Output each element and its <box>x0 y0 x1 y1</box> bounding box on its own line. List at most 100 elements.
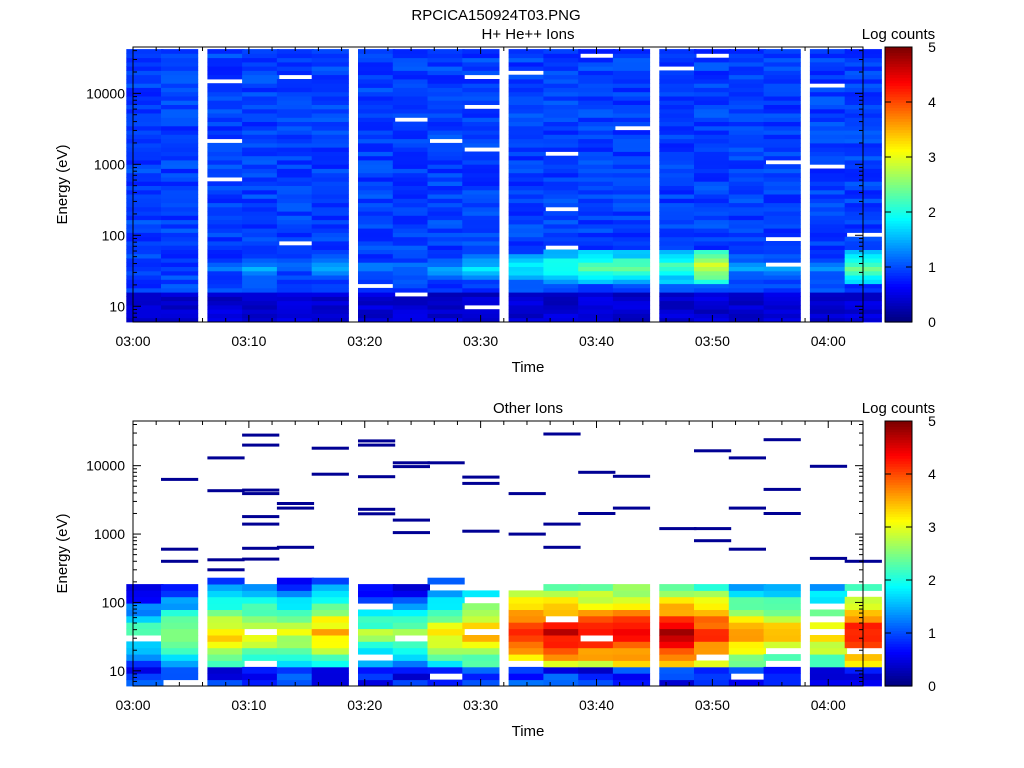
heatmap-cell <box>126 83 164 88</box>
heatmap-cell <box>809 596 848 604</box>
colorbar-frame <box>884 420 913 687</box>
heatmap-cell <box>392 236 430 242</box>
heatmap-cell <box>578 74 616 80</box>
chart-title: Other Ions <box>493 400 563 417</box>
heatmap-cell <box>392 313 430 319</box>
heatmap-cell <box>276 121 315 127</box>
heatmap-cell <box>508 673 546 681</box>
colorbar-segment <box>885 66 912 70</box>
heatmap-cell <box>508 590 546 598</box>
heatmap-cell <box>508 142 546 148</box>
heatmap-cell <box>161 108 199 114</box>
heatmap-cell <box>728 147 766 152</box>
hit-mark <box>659 527 697 531</box>
heatmap-cell <box>207 245 245 250</box>
heatmap-cell <box>427 679 465 687</box>
heatmap-cell <box>462 164 500 169</box>
heatmap-cell <box>207 181 245 186</box>
heatmap-cell <box>242 266 280 272</box>
heatmap-cell <box>659 236 697 242</box>
heatmap-cell <box>126 155 164 161</box>
heatmap-cell <box>161 160 199 165</box>
heatmap-cell <box>543 283 581 289</box>
heatmap-cell <box>543 61 581 67</box>
heatmap-cell <box>392 615 430 623</box>
colorbar-segment <box>885 256 912 260</box>
heatmap-cell <box>728 113 766 118</box>
heatmap-cell <box>659 57 697 63</box>
heatmap-cell <box>311 309 349 314</box>
heatmap-cell <box>659 313 697 319</box>
heatmap-cell <box>242 74 280 80</box>
heatmap-cell <box>311 283 349 289</box>
heatmap-cell <box>427 194 465 199</box>
heatmap-cell <box>358 236 396 242</box>
heatmap-cell <box>392 300 430 306</box>
heatmap-cell <box>161 91 199 97</box>
heatmap-cell <box>612 185 651 191</box>
heatmap-cell <box>126 679 164 687</box>
x-tick-label: 03:20 <box>347 333 382 349</box>
heatmap-cell <box>728 194 766 199</box>
heatmap-cell <box>809 185 848 191</box>
heatmap-cell <box>161 647 199 655</box>
heatmap-cell <box>462 198 500 204</box>
colorbar-segment <box>885 516 912 520</box>
colorbar-segment <box>885 173 912 177</box>
heatmap-cell <box>659 622 697 630</box>
heatmap-cell <box>161 211 199 216</box>
heatmap-cell <box>427 223 465 229</box>
heatmap-cell <box>763 603 801 610</box>
heatmap-cell <box>694 300 732 306</box>
heatmap-cell <box>462 125 500 131</box>
heatmap-cell <box>161 49 199 54</box>
heatmap-cell <box>392 287 430 293</box>
heatmap-cell <box>276 287 315 293</box>
heatmap-cell <box>578 584 616 591</box>
heatmap-cell <box>276 666 315 674</box>
heatmap-cell <box>763 309 801 314</box>
heatmap-cell <box>242 584 280 591</box>
heatmap-cell <box>276 609 315 617</box>
hit-mark <box>694 449 732 453</box>
heatmap-cell <box>392 168 430 174</box>
heatmap-cell <box>612 641 651 649</box>
heatmap-cell <box>462 211 500 216</box>
heatmap-cell <box>427 279 465 285</box>
heatmap-cell <box>276 108 315 114</box>
heatmap-cell <box>763 53 801 59</box>
heatmap-cell <box>612 283 651 289</box>
heatmap-cell <box>276 603 315 610</box>
heatmap-cell <box>126 96 164 101</box>
heatmap-cell <box>276 104 315 110</box>
heatmap-cell <box>763 673 801 681</box>
heatmap-cell <box>543 287 581 293</box>
heatmap-cell <box>763 134 801 140</box>
heatmap-cell <box>694 223 732 229</box>
heatmap-cell <box>427 202 465 208</box>
hit-mark <box>392 461 430 465</box>
heatmap-cell <box>311 641 349 649</box>
colorbar-segment <box>885 269 912 274</box>
heatmap-cell <box>543 164 581 169</box>
heatmap-cell <box>207 168 245 174</box>
heatmap-cell <box>276 125 315 131</box>
colorbar-segment <box>885 431 912 435</box>
heatmap-cell <box>126 215 164 221</box>
heatmap-cell <box>126 160 164 165</box>
heatmap-cell <box>578 164 616 169</box>
heatmap-cell <box>358 590 396 598</box>
heatmap-cell <box>659 317 697 323</box>
heatmap-cell <box>462 87 500 93</box>
heatmap-cell <box>694 66 732 71</box>
hit-mark <box>728 547 766 551</box>
heatmap-cell <box>659 673 697 681</box>
heatmap-cell <box>508 168 546 174</box>
heatmap-cell <box>462 138 500 144</box>
heatmap-cell <box>207 160 245 165</box>
colorbar-segment <box>885 529 912 533</box>
heatmap-cell <box>126 647 164 655</box>
heatmap-cell <box>242 53 280 59</box>
heatmap-cell <box>694 279 732 285</box>
heatmap-cell <box>161 181 199 186</box>
